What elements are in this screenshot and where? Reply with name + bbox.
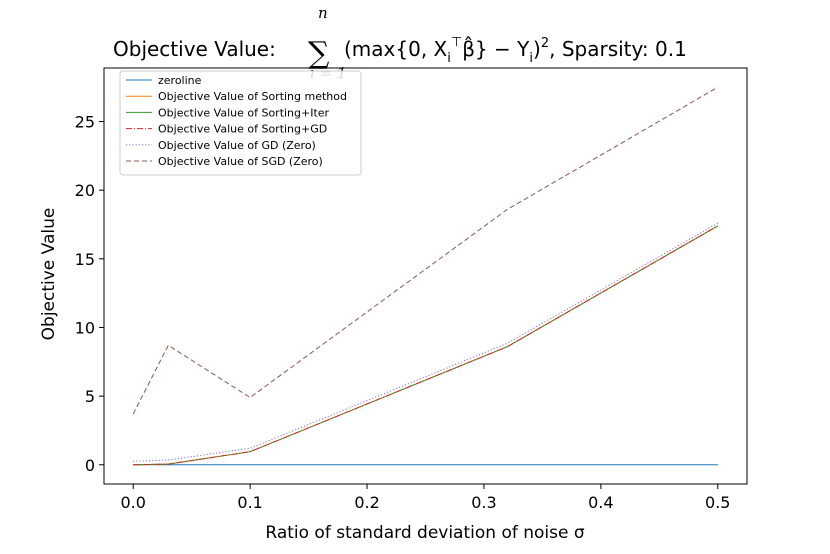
legend-label-2: Objective Value of Sorting+Iter [158,106,330,119]
series-line-1 [133,225,719,466]
y-tick-label: 5 [85,387,95,406]
series-line-5 [132,86,719,415]
x-axis-label: Ratio of standard deviation of noise σ [265,523,584,543]
x-tick-label: 0.1 [237,493,262,512]
y-tick-label: 15 [75,250,95,269]
y-axis-label: Objective Value [39,208,59,341]
x-tick-label: 0.2 [354,493,379,512]
legend: zeroline Objective Value of Sorting metho… [119,70,362,176]
legend-label-3: Objective Value of Sorting+GD [158,123,327,136]
formula-open: (max{0, X [344,37,448,61]
legend-label-4: Objective Value of GD (Zero) [158,139,316,152]
x-tick-label: 0.0 [121,493,146,512]
title-suffix: , Sparsity: 0.1 [549,37,687,61]
plot-area-frame [103,67,748,485]
y-tick-label: 20 [75,181,95,200]
formula-sub-i2: i [529,51,533,66]
formula-close: ) [533,37,541,61]
formula-sub-i: i [447,51,451,66]
x-tick-label: 0.3 [471,493,496,512]
legend-label-5: Objective Value of SGD (Zero) [158,155,323,168]
sum-symbol: ∑ [308,36,330,71]
series-layer [132,86,719,466]
formula-power: 2 [541,36,549,51]
legend-box [119,70,362,176]
sum-upper-limit: n [318,4,328,22]
series-line-3 [133,225,719,466]
chart-title: Objective Value: ∑ n i = 1 (max{0, Xi⊤β̂… [113,4,687,82]
series-line-4 [133,222,719,462]
y-axis-ticks: 0 5 10 15 20 25 [75,113,104,475]
formula-transpose: ⊤ [451,35,462,50]
title-prefix: Objective Value: [113,37,276,61]
x-tick-label: 0.5 [705,493,730,512]
x-axis-ticks: 0.0 0.1 0.2 0.3 0.4 0.5 [121,484,730,512]
y-tick-label: 0 [85,456,95,475]
formula-beta: β̂ [462,36,475,61]
legend-label-1: Objective Value of Sorting method [158,90,347,103]
legend-label-0: zeroline [158,74,202,87]
formula-minus-y: } − Y [475,37,530,61]
y-tick-label: 25 [75,113,95,132]
x-tick-label: 0.4 [588,493,613,512]
y-tick-label: 10 [75,318,95,337]
title-formula: (max{0, Xi⊤β̂} − Yi)2, Sparsity: 0.1 [344,35,687,66]
series-line-2 [133,225,719,466]
